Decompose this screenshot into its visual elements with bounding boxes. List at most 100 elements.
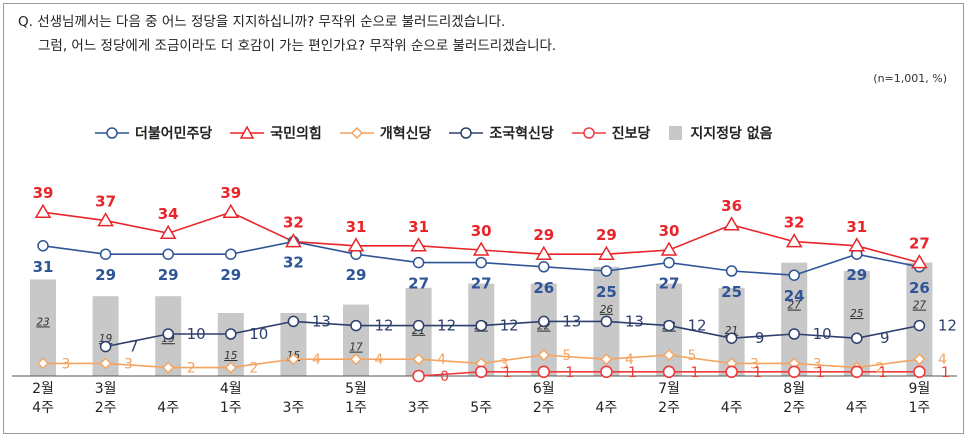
x-tick-label-12: 8월 [783, 381, 805, 397]
x-tick-sublabel-1: 2주 [95, 400, 117, 416]
label-dem-0: 31 [33, 258, 54, 276]
x-tick-label-0: 2월 [32, 381, 54, 397]
point-reform-14 [913, 353, 926, 366]
point-reform-10 [663, 349, 675, 361]
bar-label-none-9: 26 [600, 304, 614, 316]
legend-marker-progressive [571, 127, 606, 139]
label-progressive-10: 1 [691, 365, 700, 381]
point-ppp-4 [285, 233, 302, 248]
x-tick-label-8: 6월 [533, 381, 555, 397]
label-progressive-6: 0 [440, 369, 449, 385]
label-progressive-13: 1 [878, 365, 887, 381]
label-dem-2: 29 [158, 266, 179, 284]
point-ppp-13 [848, 237, 866, 252]
chart-legend: 더불어민주당 국민의힘 개혁신당 조국혁신당 진보당 지지정당 없음 [95, 120, 773, 146]
label-dem-6: 27 [408, 275, 429, 293]
bar-label-none-5: 17 [349, 342, 363, 354]
bar-label-none-3: 15 [224, 350, 238, 362]
point-progressive-11 [725, 365, 738, 379]
label-ppp-2: 34 [158, 205, 179, 223]
question-line-1: Q. 선생님께서는 다음 중 어느 정당을 지지하십니까? 무작위 순으로 불러… [18, 14, 506, 30]
legend-item-dem: 더불어민주당 [95, 123, 212, 143]
x-tick-label-5: 5월 [345, 381, 367, 397]
legend-item-rebuild: 조국혁신당 [449, 123, 554, 143]
point-progressive-6 [412, 369, 425, 383]
label-ppp-4: 32 [283, 214, 304, 232]
point-dem-11 [725, 265, 738, 277]
point-rebuild-13 [851, 332, 863, 344]
label-reform-13: 2 [875, 361, 884, 377]
label-progressive-11: 1 [753, 365, 762, 381]
point-ppp-2 [159, 224, 177, 239]
point-dem-2 [162, 248, 174, 260]
point-reform-3 [224, 361, 237, 374]
label-reform-8: 5 [562, 348, 571, 364]
point-progressive-13 [850, 365, 864, 379]
label-rebuild-11: 9 [755, 329, 765, 347]
x-tick-label-11: 4주 [721, 400, 743, 416]
label-reform-1: 3 [124, 356, 133, 372]
chart-frame [3, 3, 964, 434]
legend-marker-dem [95, 127, 129, 139]
legend-marker-rebuild [449, 127, 484, 139]
point-ppp-1 [97, 212, 114, 227]
label-progressive-9: 1 [628, 365, 637, 381]
point-dem-7 [475, 256, 487, 269]
point-dem-12 [788, 269, 800, 281]
label-dem-11: 25 [721, 283, 742, 301]
label-progressive-14: 1 [941, 365, 950, 381]
point-dem-6 [412, 256, 425, 269]
point-rebuild-7 [475, 319, 487, 332]
point-rebuild-14 [913, 319, 926, 332]
x-tick-sublabel-14: 1주 [909, 400, 931, 416]
label-dem-12: 24 [784, 287, 805, 305]
label-rebuild-12: 10 [813, 325, 832, 343]
point-ppp-6 [410, 237, 427, 252]
point-rebuild-12 [788, 328, 800, 340]
point-progressive-12 [787, 365, 801, 379]
label-reform-9: 4 [625, 352, 634, 368]
point-reform-6 [412, 353, 425, 366]
x-tick-sublabel-5: 1주 [345, 400, 367, 416]
label-dem-8: 26 [533, 279, 554, 297]
label-progressive-12: 1 [816, 365, 825, 381]
point-progressive-10 [662, 365, 676, 379]
point-progressive-8 [537, 365, 551, 379]
point-rebuild-2 [162, 328, 174, 340]
x-tick-sublabel-3: 1주 [220, 400, 242, 416]
label-reform-6: 4 [437, 352, 446, 368]
x-tick-label-3: 4월 [220, 381, 242, 397]
point-rebuild-9 [600, 315, 613, 328]
label-dem-9: 25 [596, 283, 617, 301]
legend-marker-none [669, 126, 683, 140]
point-reform-2 [162, 361, 175, 374]
label-dem-10: 27 [659, 275, 680, 293]
point-rebuild-4 [287, 315, 300, 328]
label-rebuild-14: 12 [938, 317, 957, 335]
label-ppp-1: 37 [95, 193, 116, 211]
point-ppp-3 [222, 203, 240, 218]
point-dem-8 [538, 261, 550, 273]
legend-item-none: 지지정당 없음 [668, 123, 773, 143]
label-ppp-7: 30 [471, 222, 492, 240]
x-tick-label-4: 3주 [283, 400, 305, 416]
label-rebuild-8: 13 [562, 312, 581, 330]
point-ppp-7 [472, 241, 490, 256]
label-dem-7: 27 [471, 275, 492, 293]
label-reform-14: 4 [938, 352, 947, 368]
label-progressive-8: 1 [565, 365, 574, 381]
label-rebuild-9: 13 [625, 312, 644, 330]
label-ppp-12: 32 [784, 214, 805, 232]
point-reform-5 [350, 353, 362, 366]
legend-label-reform: 개혁신당 [379, 126, 432, 142]
label-rebuild-6: 12 [437, 317, 456, 335]
point-rebuild-10 [663, 319, 675, 332]
point-rebuild-1 [99, 340, 112, 353]
point-rebuild-6 [412, 319, 425, 332]
label-ppp-11: 36 [721, 197, 742, 215]
x-tick-label-6: 3주 [408, 400, 430, 416]
label-reform-0: 3 [62, 356, 71, 372]
point-ppp-5 [347, 237, 365, 252]
point-dem-9 [600, 265, 613, 277]
